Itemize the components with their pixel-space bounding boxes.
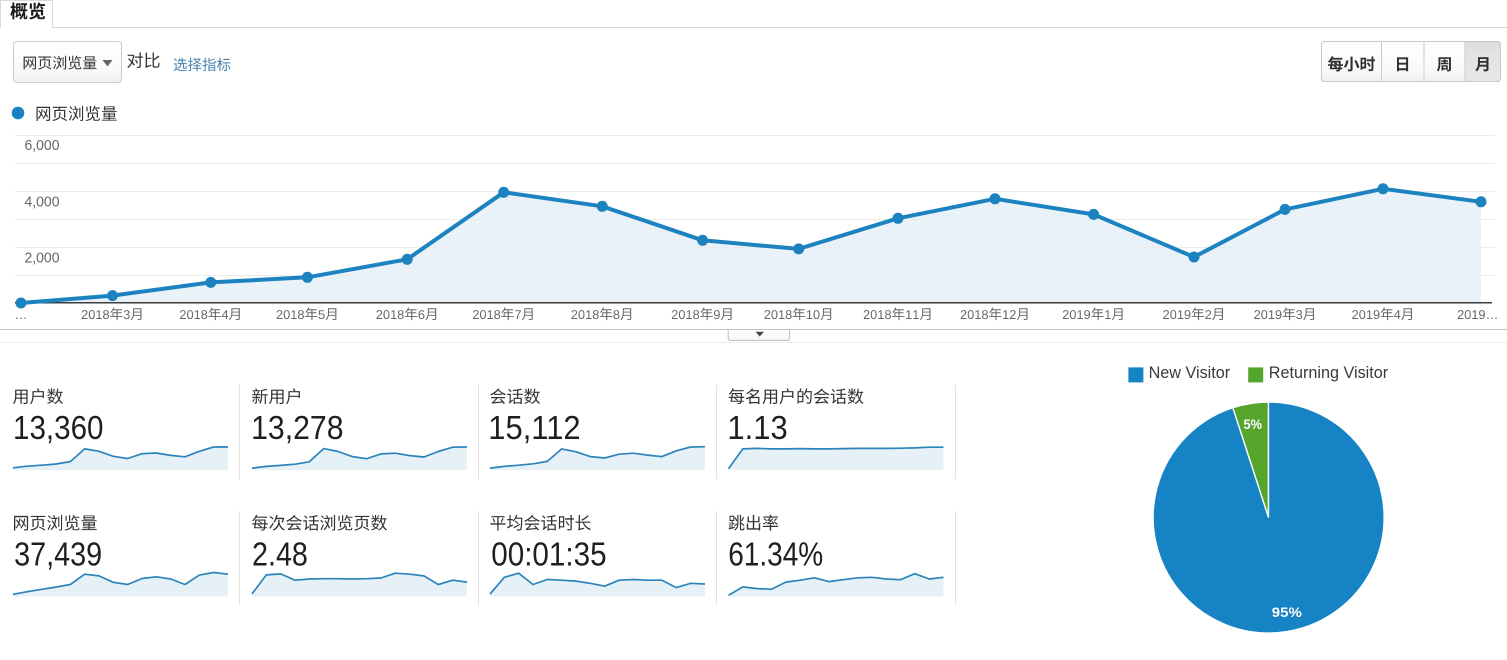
svg-text:6,000: 6,000 bbox=[25, 138, 60, 154]
svg-text:61.34%: 61.34% bbox=[728, 535, 823, 572]
svg-text:00:01:35: 00:01:35 bbox=[491, 535, 607, 572]
svg-text:13,360: 13,360 bbox=[13, 409, 104, 446]
svg-text:1.13: 1.13 bbox=[727, 409, 787, 446]
svg-text:5%: 5% bbox=[1244, 416, 1263, 432]
svg-text:13,278: 13,278 bbox=[251, 409, 343, 446]
svg-text:37,439: 37,439 bbox=[14, 535, 102, 572]
svg-text:New Visitor: New Visitor bbox=[1149, 364, 1231, 382]
svg-text:Returning Visitor: Returning Visitor bbox=[1269, 364, 1389, 382]
svg-text:2.48: 2.48 bbox=[252, 535, 308, 572]
svg-text:4,000: 4,000 bbox=[25, 194, 60, 210]
svg-text:…: … bbox=[15, 307, 28, 322]
svg-text:2,000: 2,000 bbox=[25, 251, 60, 267]
svg-text:95%: 95% bbox=[1272, 604, 1303, 620]
svg-text:15,112: 15,112 bbox=[488, 409, 580, 446]
